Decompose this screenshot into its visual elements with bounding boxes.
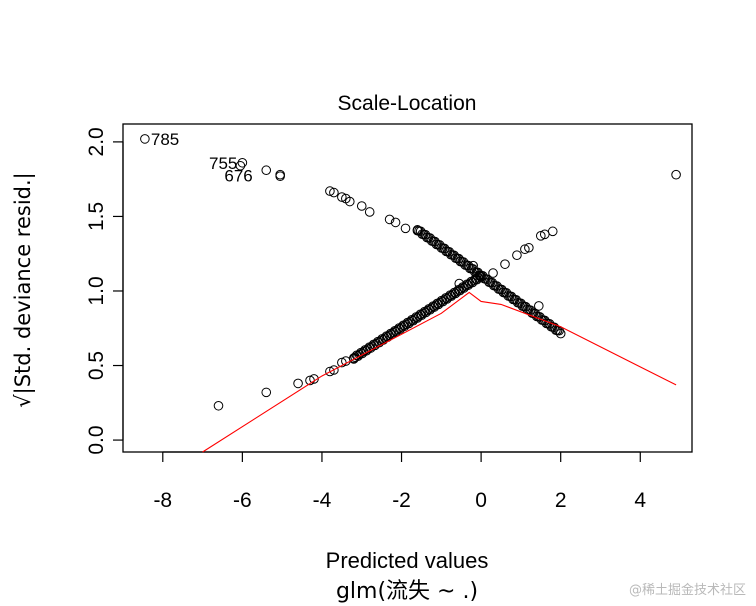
data-point [425, 233, 435, 243]
data-point [329, 365, 339, 375]
data-point [539, 315, 550, 326]
data-point [261, 165, 272, 176]
data-point [458, 257, 469, 267]
y-tick-label: 0.0 [85, 425, 108, 454]
data-point [500, 259, 510, 269]
y-tick-label: 1.5 [85, 202, 108, 231]
data-point [530, 308, 541, 319]
data-point [671, 169, 681, 180]
data-point [463, 260, 474, 271]
data-point [444, 247, 455, 257]
data-point [487, 277, 498, 288]
data-point [384, 214, 395, 225]
data-point [275, 171, 285, 181]
data-point [400, 223, 411, 234]
x-tick-label: -4 [313, 489, 332, 512]
data-point [420, 229, 431, 240]
x-axis: -8 -6 -4 -2 0 2 4 [153, 451, 646, 512]
y-axis: 0.0 0.5 1.0 1.5 2.0 [85, 127, 124, 455]
data-point [497, 284, 507, 295]
data-point [345, 196, 355, 207]
data-point [474, 271, 485, 281]
data-point [261, 387, 272, 398]
plot-frame [122, 123, 693, 453]
data-point [140, 134, 150, 144]
x-tick-label: -8 [153, 489, 172, 512]
smoother-line [202, 291, 677, 453]
data-point [501, 288, 512, 298]
data-point [549, 322, 560, 333]
data-point [547, 226, 558, 237]
x-tick-label: 0 [475, 489, 487, 512]
data-point [492, 281, 502, 291]
data-point [555, 328, 566, 339]
x-axis-label: Predicted values [326, 548, 489, 573]
x-tick-label: -6 [233, 489, 252, 512]
data-point [520, 244, 530, 255]
x-tick-label: 2 [555, 489, 567, 512]
data-point [325, 366, 335, 377]
data-point [449, 250, 459, 261]
data-point [337, 192, 347, 202]
data-point [390, 217, 401, 228]
x-tick-label: 4 [634, 489, 646, 512]
data-point [434, 240, 445, 250]
y-axis-label: √|Std. deviance resid.| [11, 172, 36, 407]
data-point [511, 295, 521, 305]
y-tick-label: 0.5 [85, 351, 108, 380]
data-point [439, 243, 450, 254]
watermark: @稀土掘金技术社区 [628, 583, 746, 598]
y-tick-label: 2.0 [85, 127, 108, 156]
data-point [506, 291, 517, 302]
data-point [329, 187, 339, 198]
data-point [525, 305, 536, 315]
data-points [140, 134, 681, 411]
y-tick-label: 1.0 [85, 276, 108, 305]
x-axis-sublabel: glm(流失 ~ .) [336, 579, 478, 604]
data-point [337, 357, 347, 368]
data-point [534, 301, 544, 311]
data-point [356, 201, 367, 211]
point-label-676: 676 [224, 167, 252, 186]
data-point [364, 207, 375, 217]
data-point [293, 378, 303, 389]
data-point [235, 160, 246, 171]
data-point [512, 250, 522, 260]
x-tick-label: -2 [392, 489, 411, 512]
data-point [430, 236, 440, 247]
point-label-755: 755 [209, 154, 237, 173]
data-point [213, 400, 224, 411]
chart-title: Scale-Location [338, 92, 477, 115]
data-point [535, 231, 546, 241]
data-point [468, 264, 478, 274]
data-point [516, 298, 526, 309]
point-label-785: 785 [151, 130, 179, 149]
data-point [325, 186, 335, 196]
data-point [520, 301, 531, 312]
data-point [488, 268, 498, 278]
data-point [524, 242, 534, 253]
data-point [476, 272, 486, 282]
data-point [454, 253, 464, 264]
data-point [415, 226, 426, 237]
data-point [237, 157, 248, 168]
